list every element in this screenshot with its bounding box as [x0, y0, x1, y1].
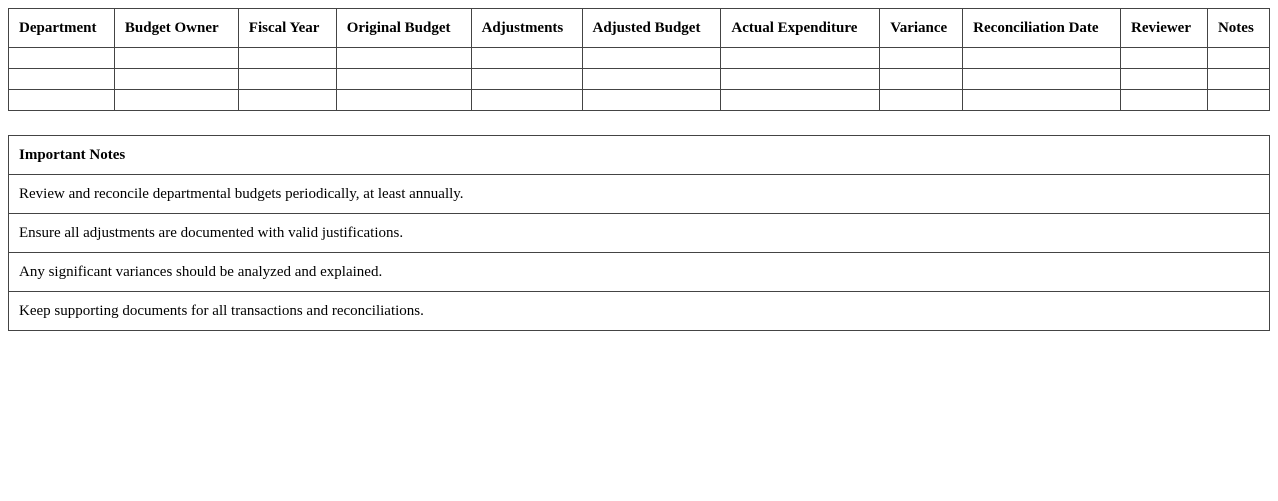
column-header: Actual Expenditure — [720, 8, 881, 48]
table-cell — [1120, 89, 1208, 111]
column-header: Reconciliation Date — [962, 8, 1122, 48]
table-cell — [720, 47, 881, 69]
table-cell — [470, 47, 583, 69]
table-row — [8, 68, 1271, 90]
notes-header-row: Important Notes — [8, 135, 1270, 175]
table-cell — [720, 89, 881, 111]
note-row: Any significant variances should be anal… — [8, 252, 1270, 292]
table-cell — [113, 89, 239, 111]
notes-title: Important Notes — [8, 135, 1270, 175]
table-cell — [335, 68, 472, 90]
note-row: Ensure all adjustments are documented wi… — [8, 213, 1270, 253]
column-header: Budget Owner — [113, 8, 239, 48]
table-cell — [470, 68, 583, 90]
table-cell — [113, 47, 239, 69]
table-cell — [237, 68, 337, 90]
table-row — [8, 47, 1271, 69]
table-cell — [8, 89, 115, 111]
table-cell — [470, 89, 583, 111]
table-cell — [879, 47, 964, 69]
header-row: Department Budget Owner Fiscal Year Origina… — [8, 8, 1271, 48]
column-header: Department — [8, 8, 115, 48]
table-cell — [237, 47, 337, 69]
table-cell — [1206, 68, 1271, 90]
column-header: Original Budget — [335, 8, 472, 48]
column-header: Reviewer — [1120, 8, 1208, 48]
column-header: Fiscal Year — [237, 8, 337, 48]
table-cell — [962, 47, 1122, 69]
note-row: Keep supporting documents for all transa… — [8, 291, 1270, 331]
column-header: Notes — [1206, 8, 1271, 48]
table-cell — [879, 68, 964, 90]
table-cell — [1120, 68, 1208, 90]
note-item: Keep supporting documents for all transa… — [8, 291, 1270, 331]
column-header: Adjustments — [470, 8, 583, 48]
table-cell — [335, 47, 472, 69]
note-item: Any significant variances should be anal… — [8, 252, 1270, 292]
note-item: Review and reconcile departmental budget… — [8, 174, 1270, 214]
table-cell — [8, 68, 115, 90]
table-row — [8, 89, 1271, 111]
table-cell — [1120, 47, 1208, 69]
table-cell — [720, 68, 881, 90]
table-cell — [8, 47, 115, 69]
table-cell — [581, 47, 722, 69]
table-cell — [581, 68, 722, 90]
table-cell — [1206, 89, 1271, 111]
table-cell — [581, 89, 722, 111]
table-cell — [113, 68, 239, 90]
table-cell — [1206, 47, 1271, 69]
table-cell — [335, 89, 472, 111]
table-cell — [962, 89, 1122, 111]
column-header: Variance — [879, 8, 964, 48]
column-header: Adjusted Budget — [581, 8, 722, 48]
note-item: Ensure all adjustments are documented wi… — [8, 213, 1270, 253]
table-cell — [879, 89, 964, 111]
table-cell — [237, 89, 337, 111]
important-notes-table: Important Notes Review and reconcile dep… — [8, 135, 1270, 331]
table-cell — [962, 68, 1122, 90]
note-row: Review and reconcile departmental budget… — [8, 174, 1270, 214]
budget-reconciliation-table: Department Budget Owner Fiscal Year Origina… — [8, 8, 1271, 111]
